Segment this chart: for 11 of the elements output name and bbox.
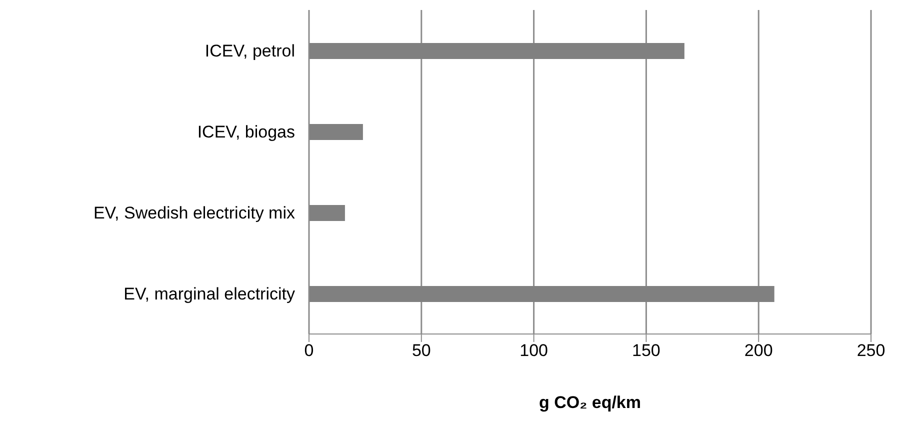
- x-tick-label: 150: [632, 341, 660, 360]
- y-tick-label: EV, marginal electricity: [124, 284, 296, 304]
- y-tick-label: ICEV, biogas: [197, 122, 295, 142]
- x-tick-label: 0: [304, 341, 314, 360]
- y-tick-label: ICEV, petrol: [204, 42, 295, 61]
- y-tick-label: EV, Swedish electricity mix: [93, 204, 296, 223]
- x-tick-label: 250: [856, 341, 886, 360]
- x-axis-title: g CO₂ eq/km: [538, 393, 642, 412]
- x-tick-label: 50: [412, 341, 431, 360]
- x-tick-label: 200: [744, 341, 773, 360]
- x-tick-label: 100: [520, 341, 548, 360]
